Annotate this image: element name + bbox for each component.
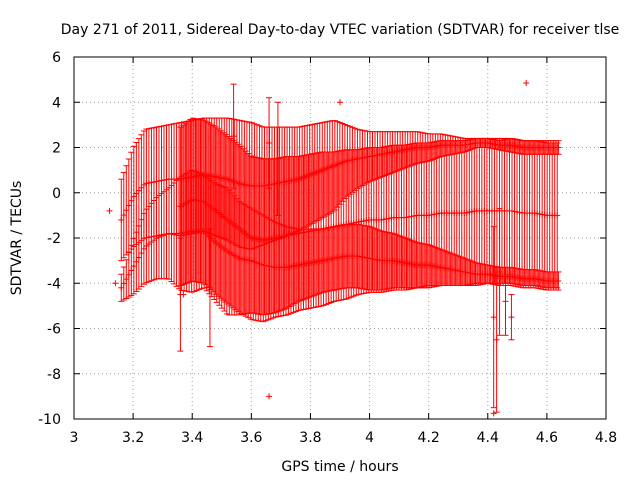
y-axis-label: SDTVAR / TECUs	[9, 181, 25, 296]
y-tick-label: -10	[38, 412, 61, 428]
y-tick-label: 2	[52, 141, 61, 157]
y-tick-label: -4	[47, 276, 61, 292]
x-tick-label: 4.4	[477, 430, 499, 446]
x-tick-label: 3.4	[181, 430, 203, 446]
x-tick-label: 3.2	[122, 430, 144, 446]
y-tick-label: -6	[47, 322, 61, 338]
x-tick-label: 4.6	[536, 430, 558, 446]
x-tick-label: 3	[70, 430, 79, 446]
y-tick-labels: -10 -8 -6 -4 -2 0 2 4 6	[38, 50, 61, 428]
y-tick-label: 4	[52, 95, 61, 111]
x-axis-label: GPS time / hours	[281, 459, 398, 475]
y-tick-label: -2	[47, 231, 61, 247]
chart-title: Day 271 of 2011, Sidereal Day-to-day VTE…	[61, 22, 620, 38]
y-tick-label: 0	[52, 186, 61, 202]
x-tick-labels: 3 3.2 3.4 3.6 3.8 4 4.2 4.4 4.6 4.8	[70, 430, 618, 446]
axis-ticks	[73, 56, 607, 420]
x-tick-label: 4	[365, 430, 374, 446]
x-tick-label: 4.8	[595, 430, 617, 446]
x-tick-label: 4.2	[418, 430, 440, 446]
y-tick-label: -8	[47, 367, 61, 383]
x-tick-label: 3.8	[299, 430, 321, 446]
y-tick-label: 6	[52, 50, 61, 66]
x-tick-label: 3.6	[240, 430, 262, 446]
data-marks	[106, 80, 562, 417]
